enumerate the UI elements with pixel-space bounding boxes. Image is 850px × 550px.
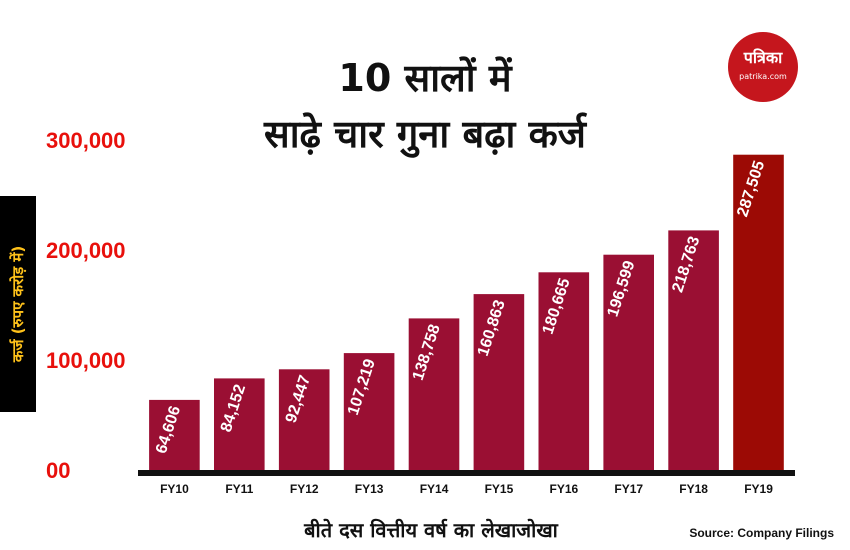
bar [538, 272, 590, 471]
y-tick-label: 00 [46, 458, 70, 483]
x-axis-baseline [138, 470, 795, 476]
bar [668, 230, 719, 471]
bar [408, 318, 460, 471]
y-axis-label-box: कर्ज (रुपए करोड़ में) [0, 196, 36, 412]
y-tick-label: 100,000 [46, 348, 126, 373]
bar [149, 399, 200, 471]
chart-title-line2: साढ़े चार गुना बढ़ा कर्ज [264, 112, 586, 156]
bar [603, 254, 654, 471]
bar [278, 369, 330, 471]
x-tick-label: FY12 [290, 482, 319, 496]
x-tick-label: FY18 [679, 482, 708, 496]
x-tick-label: FY13 [355, 482, 384, 496]
logo-name: पत्रिका [743, 48, 783, 67]
bar [214, 378, 265, 471]
logo-site: patrika.com [739, 72, 787, 81]
x-tick-label: FY19 [744, 482, 773, 496]
bar [343, 353, 395, 471]
y-tick-label: 300,000 [46, 128, 126, 153]
x-tick-label: FY14 [420, 482, 449, 496]
y-tick-label: 200,000 [46, 238, 126, 263]
x-tick-label: FY17 [614, 482, 643, 496]
chart-title-line1: 10 सालों में [338, 56, 512, 100]
patrika-logo: पत्रिका patrika.com [728, 32, 798, 102]
bar [733, 154, 784, 471]
x-tick-label: FY15 [485, 482, 514, 496]
x-tick-label: FY10 [160, 482, 189, 496]
bar [473, 294, 525, 471]
x-tick-label: FY16 [550, 482, 579, 496]
source-note: Source: Company Filings [689, 526, 834, 540]
x-axis-label: बीते दस वित्तीय वर्ष का लेखाजोखा [303, 518, 559, 542]
x-tick-label: FY11 [225, 482, 253, 496]
